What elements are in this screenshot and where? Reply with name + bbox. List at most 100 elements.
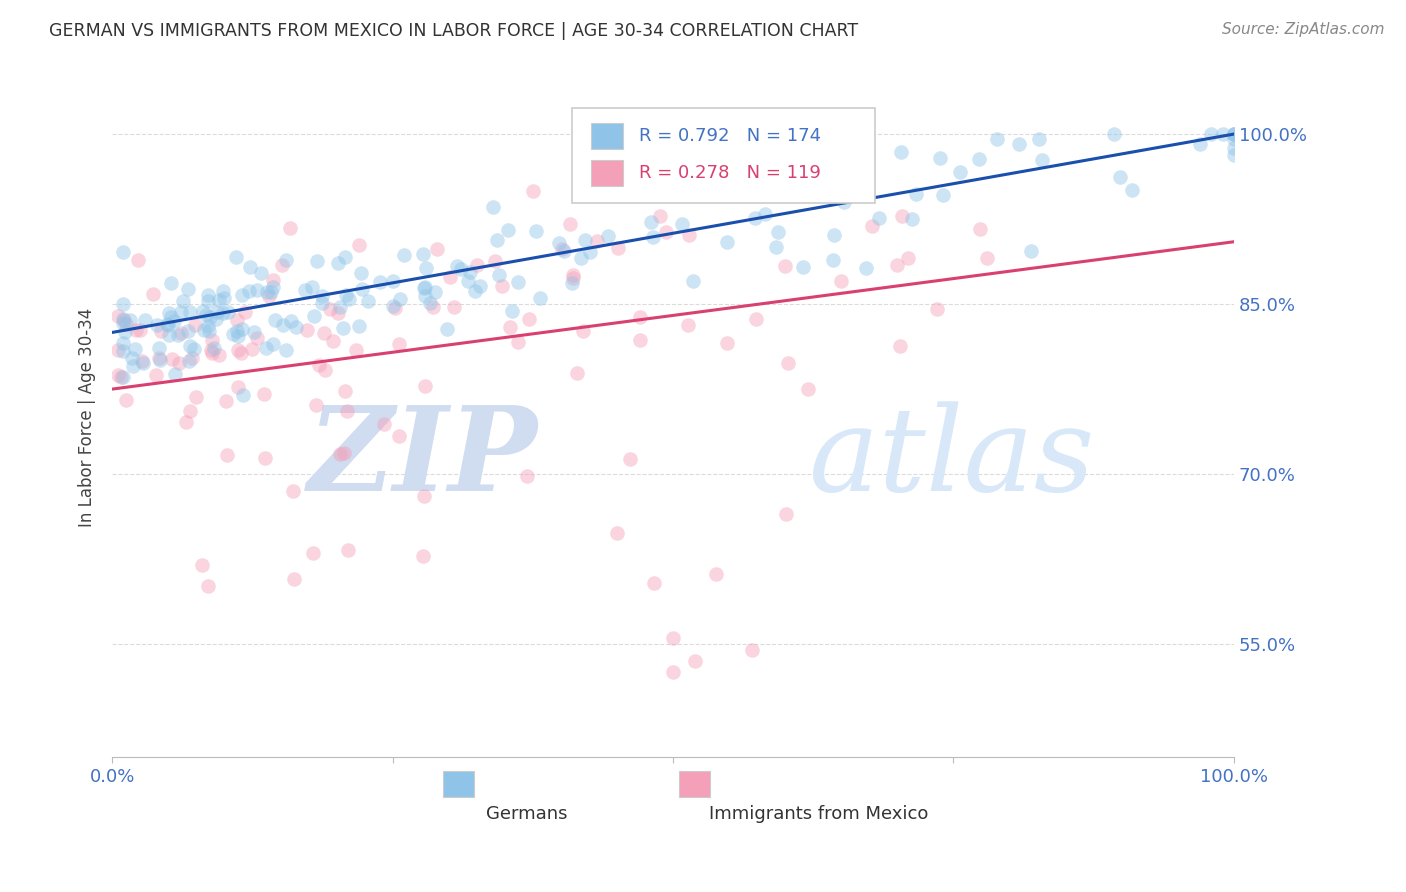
Point <box>197 288 219 302</box>
Point <box>228 343 250 357</box>
Point <box>245 331 267 345</box>
Point <box>115 393 138 408</box>
Point <box>828 183 851 197</box>
FancyBboxPatch shape <box>591 123 623 149</box>
Point <box>201 334 224 348</box>
Point <box>1031 153 1053 167</box>
Point <box>148 351 170 365</box>
Point <box>179 305 201 319</box>
Point <box>207 293 229 308</box>
Point <box>177 354 200 368</box>
Point <box>122 359 145 374</box>
Point <box>561 277 583 291</box>
Point <box>415 379 437 393</box>
Point <box>682 274 704 288</box>
FancyBboxPatch shape <box>679 771 710 797</box>
Point <box>344 343 367 358</box>
Y-axis label: In Labor Force | Age 30-34: In Labor Force | Age 30-34 <box>79 308 96 527</box>
Point <box>256 285 278 299</box>
Point <box>225 250 247 264</box>
Point <box>202 342 225 356</box>
Point <box>169 326 191 340</box>
Point <box>1223 132 1246 146</box>
Point <box>142 287 165 301</box>
Point <box>751 184 773 198</box>
Point <box>294 283 316 297</box>
Point <box>198 324 221 338</box>
Point <box>222 326 245 341</box>
Point <box>333 251 356 265</box>
Point <box>240 342 263 356</box>
Point <box>257 289 280 303</box>
Point <box>571 324 593 338</box>
Point <box>328 306 350 320</box>
Point <box>212 284 235 298</box>
Point <box>284 320 307 334</box>
Point <box>929 151 952 165</box>
Point <box>283 572 305 586</box>
Point <box>132 356 155 370</box>
Point <box>1223 127 1246 141</box>
Text: Source: ZipAtlas.com: Source: ZipAtlas.com <box>1222 22 1385 37</box>
Point <box>131 354 153 368</box>
Point <box>561 271 583 285</box>
Point <box>333 384 356 398</box>
Point <box>112 312 135 326</box>
Point <box>498 319 520 334</box>
Point <box>508 275 530 289</box>
Point <box>766 225 789 239</box>
Point <box>491 279 513 293</box>
Text: ZIP: ZIP <box>308 401 538 516</box>
Point <box>260 285 283 299</box>
Point <box>181 351 204 366</box>
Point <box>830 274 852 288</box>
Point <box>112 245 135 260</box>
Point <box>167 328 190 343</box>
Point <box>855 260 877 275</box>
Point <box>159 310 181 324</box>
Point <box>368 275 391 289</box>
Point <box>886 258 908 272</box>
Point <box>107 343 129 357</box>
Point <box>585 234 607 248</box>
Point <box>547 235 569 250</box>
Point <box>628 333 651 347</box>
Point <box>305 399 328 413</box>
Point <box>198 310 221 324</box>
Point <box>443 300 465 314</box>
Point <box>350 282 373 296</box>
Point <box>676 318 699 333</box>
Point <box>458 265 481 279</box>
Point <box>776 356 799 370</box>
Point <box>329 446 352 460</box>
Point <box>643 576 665 591</box>
Point <box>412 247 434 261</box>
Point <box>246 283 269 297</box>
Point <box>333 446 356 460</box>
Point <box>823 227 845 242</box>
Point <box>1223 127 1246 141</box>
Point <box>641 230 664 244</box>
Point <box>1223 127 1246 141</box>
Point <box>207 348 229 362</box>
Point <box>319 301 342 316</box>
Point <box>744 311 766 326</box>
Point <box>488 268 510 282</box>
Point <box>517 312 540 326</box>
Point <box>174 415 197 429</box>
Point <box>949 165 972 179</box>
Point <box>157 327 180 342</box>
Point <box>551 242 574 256</box>
Point <box>177 324 200 338</box>
Point <box>271 318 294 332</box>
Point <box>569 251 592 265</box>
Point <box>145 368 167 382</box>
Point <box>446 259 468 273</box>
Point <box>553 244 575 258</box>
Point <box>470 278 492 293</box>
Point <box>765 240 787 254</box>
Point <box>1028 132 1050 146</box>
Point <box>501 304 523 318</box>
Point <box>384 301 406 316</box>
Point <box>160 351 183 366</box>
